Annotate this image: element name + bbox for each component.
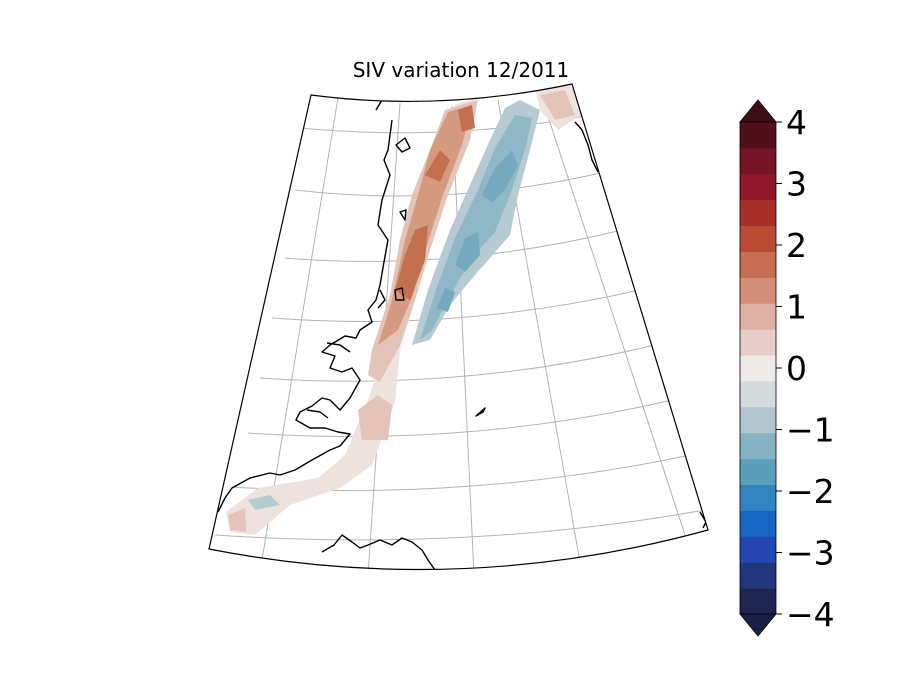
colorbar-segment <box>740 432 776 460</box>
colorbar-tick-label: 0 <box>786 349 807 388</box>
colorbar-tick-label: −3 <box>786 534 835 573</box>
colorbar-over-triangle <box>739 99 777 123</box>
colorbar-segment <box>740 588 776 615</box>
colorbar-segment <box>740 199 776 227</box>
island-outline <box>395 137 411 153</box>
colorbar-tick-label: 3 <box>786 165 807 204</box>
colorbar-segment <box>740 510 776 537</box>
colorbar-segment <box>740 122 776 149</box>
colorbar-segment <box>740 458 776 486</box>
colorbar-segment <box>740 484 776 511</box>
colorbar-tick-label: 4 <box>786 103 807 142</box>
colorbar-tick-label: 1 <box>786 288 807 327</box>
colorbar-tick-label: 2 <box>786 226 807 265</box>
meridian-line <box>539 91 686 536</box>
colorbar-tick-label: −4 <box>786 595 835 634</box>
colorbar-segment <box>740 277 776 304</box>
latitude-line <box>247 399 673 438</box>
meridian-line <box>261 97 339 561</box>
jan-mayen-outline <box>475 407 486 417</box>
iceland-coast <box>321 534 436 570</box>
island-outline <box>394 287 405 301</box>
colorbar-segments <box>740 122 776 615</box>
colorbar-segment <box>740 303 776 330</box>
siv-field-strong-positive <box>395 105 475 300</box>
meridian-line <box>451 105 475 570</box>
colorbar-segment <box>740 355 776 382</box>
map-panel <box>208 83 709 571</box>
colorbar-segment <box>740 225 776 252</box>
siv-field-strong-negative <box>437 150 518 312</box>
svalbard-coast <box>574 121 599 173</box>
colorbar-segment <box>740 147 776 175</box>
island-outline <box>399 209 407 221</box>
latitude-line <box>259 344 656 382</box>
map-boundary <box>208 83 709 571</box>
colorbar-segment <box>740 380 776 408</box>
colorbar-segment <box>740 562 776 589</box>
colorbar-under-triangle <box>739 613 777 637</box>
colorbar-segment <box>740 173 776 201</box>
colorbar-segment <box>740 329 776 356</box>
colorbar-ticks: 4 3 2 1 0 −1 −2 −3 −4 <box>776 103 835 634</box>
latitude-line <box>294 171 606 197</box>
colorbar-segment <box>740 536 776 563</box>
latitude-line <box>271 289 641 322</box>
colorbar-segment <box>740 251 776 278</box>
colorbar-tick-label: −1 <box>786 411 835 450</box>
colorbar-segment <box>740 406 776 434</box>
colorbar: 4 3 2 1 0 −1 −2 −3 −4 <box>739 99 835 637</box>
colorbar-tick-label: −2 <box>786 472 835 511</box>
map-title: SIV variation 12/2011 <box>353 58 570 82</box>
latitude-line <box>214 509 706 541</box>
greenland-coast <box>217 99 393 513</box>
coastline <box>217 99 707 570</box>
